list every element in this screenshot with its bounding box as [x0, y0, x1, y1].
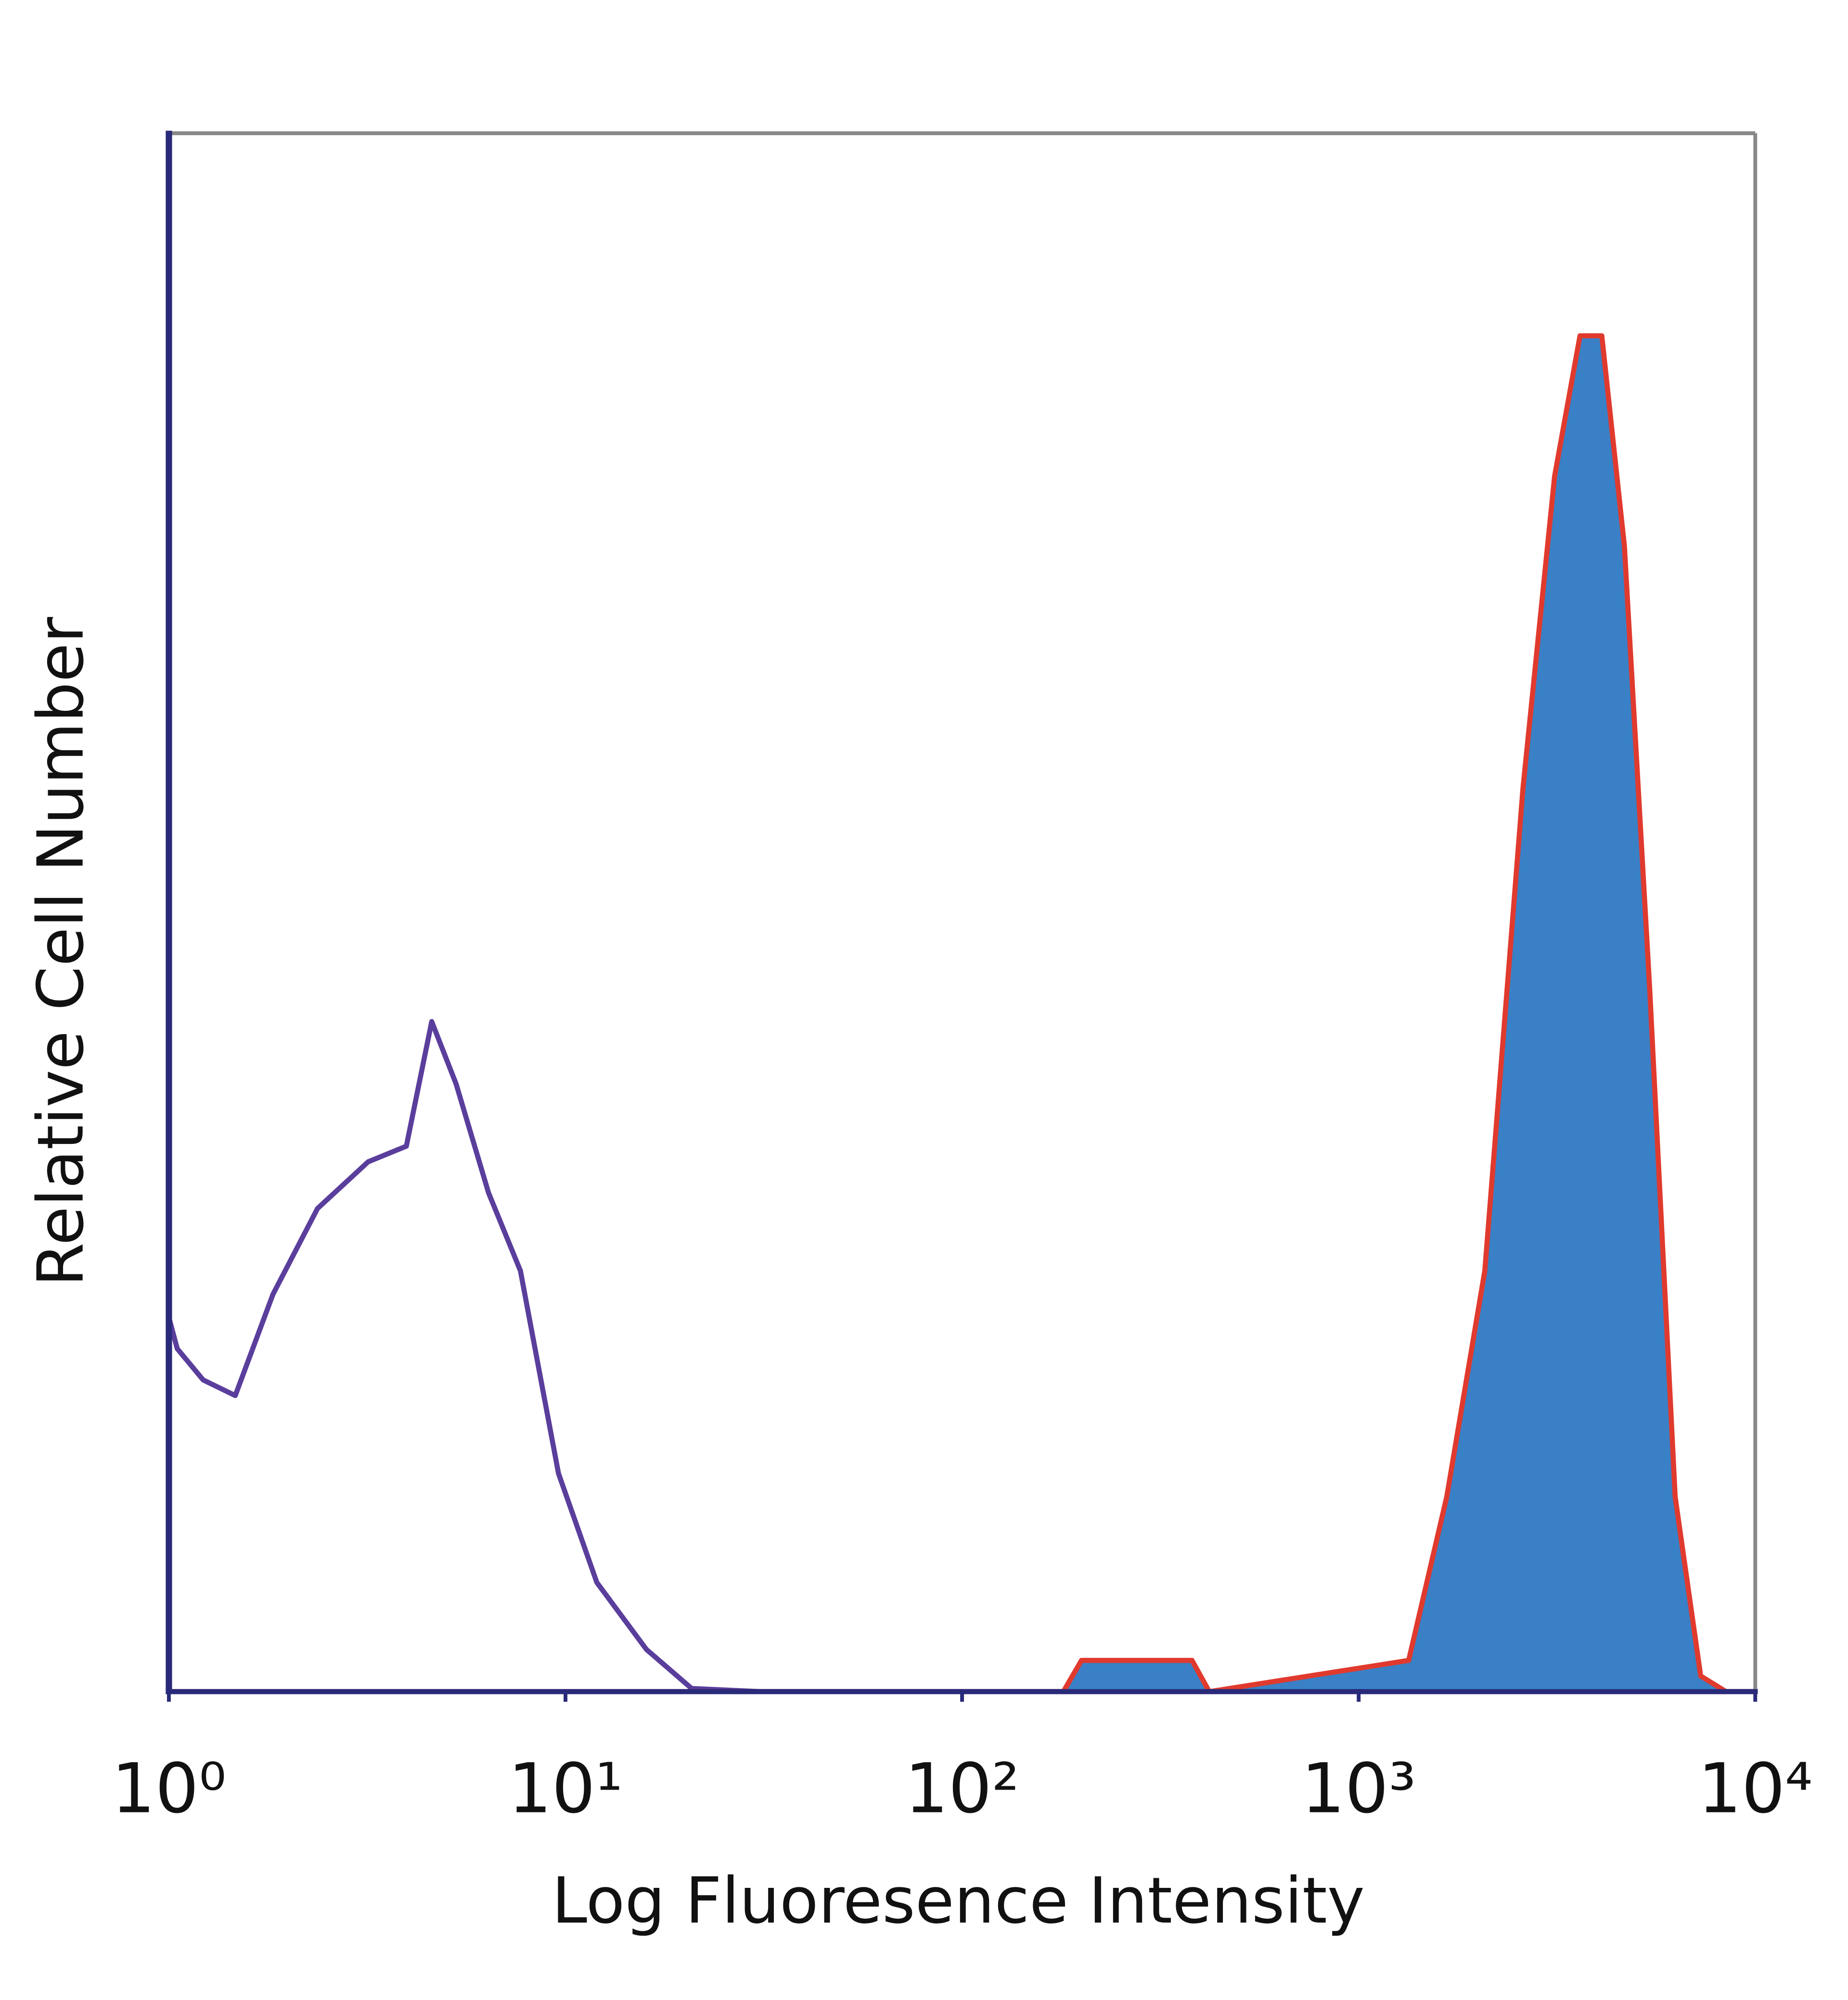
histogram-outline — [168, 333, 1756, 1694]
x-tick-label: 10³ — [1301, 1749, 1416, 1829]
x-tick-label: 10² — [905, 1749, 1019, 1829]
x-tick-label: 10⁰ — [112, 1749, 226, 1829]
plot-area — [166, 333, 1756, 1694]
histogram-fill — [168, 335, 1756, 1692]
histogram-outline — [166, 1019, 1756, 1694]
x-tick-label: 10⁴ — [1698, 1749, 1812, 1829]
x-axis-label: Log Fluoresence Intensity — [552, 1864, 1365, 1938]
x-tick-label: 10¹ — [508, 1749, 623, 1829]
y-axis-label: Relative Cell Number — [25, 616, 98, 1286]
